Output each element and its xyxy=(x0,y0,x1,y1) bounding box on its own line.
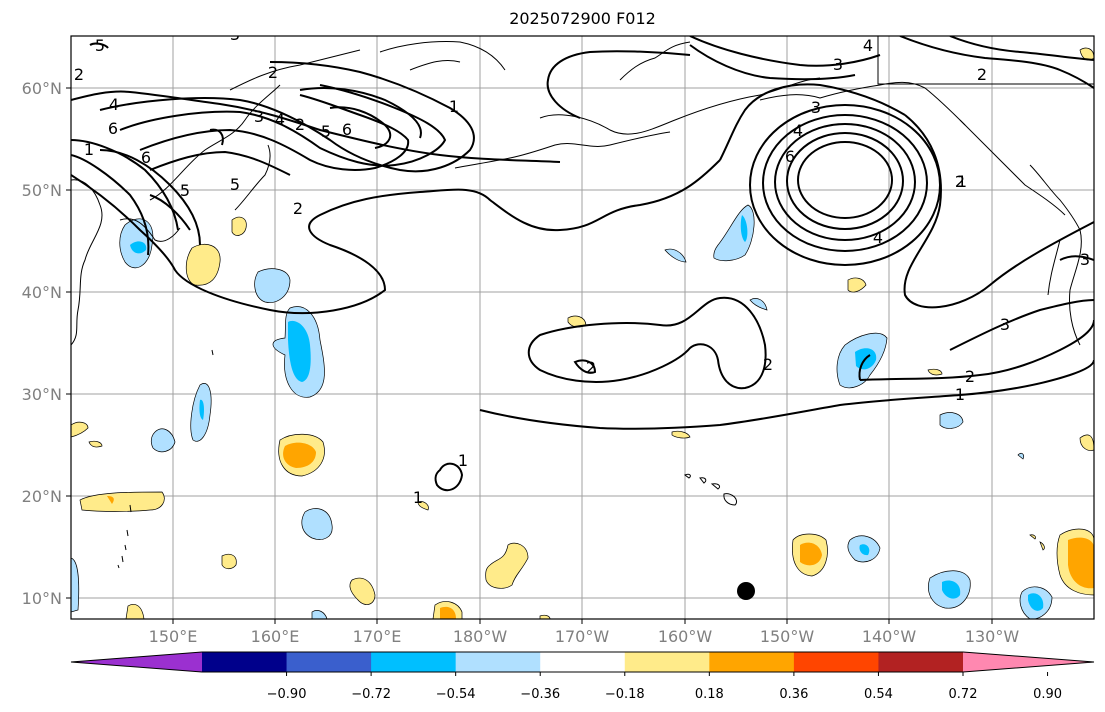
lon-label: 160°E xyxy=(251,627,300,646)
contour-label: 3 xyxy=(1080,250,1090,269)
contour-label: 1 xyxy=(458,451,468,470)
colorbar-swatch xyxy=(202,652,288,672)
contour-labels: 5 3 4 3 2 1 4 3 2 4 6 6 5 2 5 6 4 2 1 2 … xyxy=(74,25,1090,507)
contour-label: 1 xyxy=(449,97,459,116)
shading-blobs xyxy=(71,47,1094,619)
contour-label: 2 xyxy=(268,63,278,82)
contour-label: 2 xyxy=(977,65,987,84)
lat-label: 40°N xyxy=(22,283,62,302)
colorbar-swatch xyxy=(371,652,457,672)
colorbar-swatch xyxy=(455,652,541,672)
coastlines xyxy=(71,41,1082,569)
colorbar-outline xyxy=(70,651,1095,673)
colorbar-extend-min xyxy=(71,652,202,672)
contour-label: 6 xyxy=(141,148,151,167)
colorbar xyxy=(70,651,1095,676)
contour-label: 4 xyxy=(873,228,883,247)
lon-label: 180°W xyxy=(453,627,508,646)
contour-label: 1 xyxy=(955,385,965,404)
colorbar-swatch xyxy=(709,652,795,672)
contour-label: 3 xyxy=(230,25,240,44)
colorbar-tick-label: −0.90 xyxy=(267,687,307,702)
colorbar-tick-label: −0.54 xyxy=(436,687,476,702)
lat-label: 50°N xyxy=(22,181,62,200)
gridlines xyxy=(71,36,1094,619)
contour-label: 3 xyxy=(1000,315,1010,334)
contour-label: 2 xyxy=(965,367,975,386)
colorbar-extend-max xyxy=(963,652,1094,672)
colorbar-tick-label: −0.36 xyxy=(520,687,560,702)
colorbar-tick-label: 0.90 xyxy=(1033,687,1062,702)
axis-ticks xyxy=(66,87,993,624)
contour-label: 5 xyxy=(180,181,190,200)
contour-label: 5 xyxy=(95,36,105,55)
contour-label: 4 xyxy=(275,110,285,129)
lon-label: 130°W xyxy=(965,627,1020,646)
contour-lines xyxy=(71,36,1094,492)
lon-label: 140°W xyxy=(862,627,917,646)
contour-label: 4 xyxy=(109,95,119,114)
contour-label: 1 xyxy=(957,172,967,191)
lon-label: 160°W xyxy=(658,627,713,646)
contour-label: 5 xyxy=(230,175,240,194)
colorbar-tick-label: 0.54 xyxy=(864,687,893,702)
colorbar-labels: −0.90 −0.72 −0.54 −0.36 −0.18 0.18 0.36 0.54 0.7… xyxy=(267,687,1062,702)
colorbar-swatch xyxy=(624,652,710,672)
colorbar-swatch xyxy=(878,652,964,672)
storm-marker-dot xyxy=(737,582,755,600)
contour-label: 2 xyxy=(763,355,773,374)
contour-label: 2 xyxy=(74,65,84,84)
contour-label: 4 xyxy=(793,121,803,140)
contour-label: 2 xyxy=(586,358,596,377)
longitude-labels: 150°E 160°E 170°E 180°W 170°W 160°W 150°… xyxy=(149,627,1020,646)
colorbar-tick-label: 0.72 xyxy=(949,687,978,702)
contour-label: 2 xyxy=(293,199,303,218)
map-title: 2025072900 F012 xyxy=(509,9,656,28)
latitude-labels: 60°N 50°N 40°N 30°N 20°N 10°N xyxy=(22,79,62,608)
contour-label: 2 xyxy=(955,172,965,191)
colorbar-tick-label: −0.72 xyxy=(351,687,391,702)
contour-label: 5 xyxy=(321,122,331,141)
lon-label: 150°E xyxy=(149,627,198,646)
contour-label: 6 xyxy=(785,147,795,166)
lon-label: 170°E xyxy=(353,627,402,646)
contour-label: 1 xyxy=(84,140,94,159)
contour-label: 3 xyxy=(254,107,264,126)
lon-label: 150°W xyxy=(760,627,815,646)
contour-label: 6 xyxy=(342,120,352,139)
lat-label: 60°N xyxy=(22,79,62,98)
lon-label: 170°W xyxy=(555,627,610,646)
colorbar-tick-label: 0.18 xyxy=(695,687,724,702)
inset-frame xyxy=(877,36,1094,85)
contour-label: 1 xyxy=(413,488,423,507)
lat-label: 20°N xyxy=(22,487,62,506)
colorbar-swatch xyxy=(540,652,626,672)
colorbar-tick-label: −0.18 xyxy=(605,687,645,702)
contour-label: 2 xyxy=(295,115,305,134)
contour-label: 6 xyxy=(108,119,118,138)
colorbar-swatch xyxy=(286,652,372,672)
colorbar-tick-label: 0.36 xyxy=(779,687,808,702)
contour-label: 3 xyxy=(811,98,821,117)
colorbar-swatch xyxy=(793,652,879,672)
contour-label: 3 xyxy=(833,55,843,74)
contour-label: 4 xyxy=(863,36,873,55)
lat-label: 10°N xyxy=(22,589,62,608)
lat-label: 30°N xyxy=(22,385,62,404)
